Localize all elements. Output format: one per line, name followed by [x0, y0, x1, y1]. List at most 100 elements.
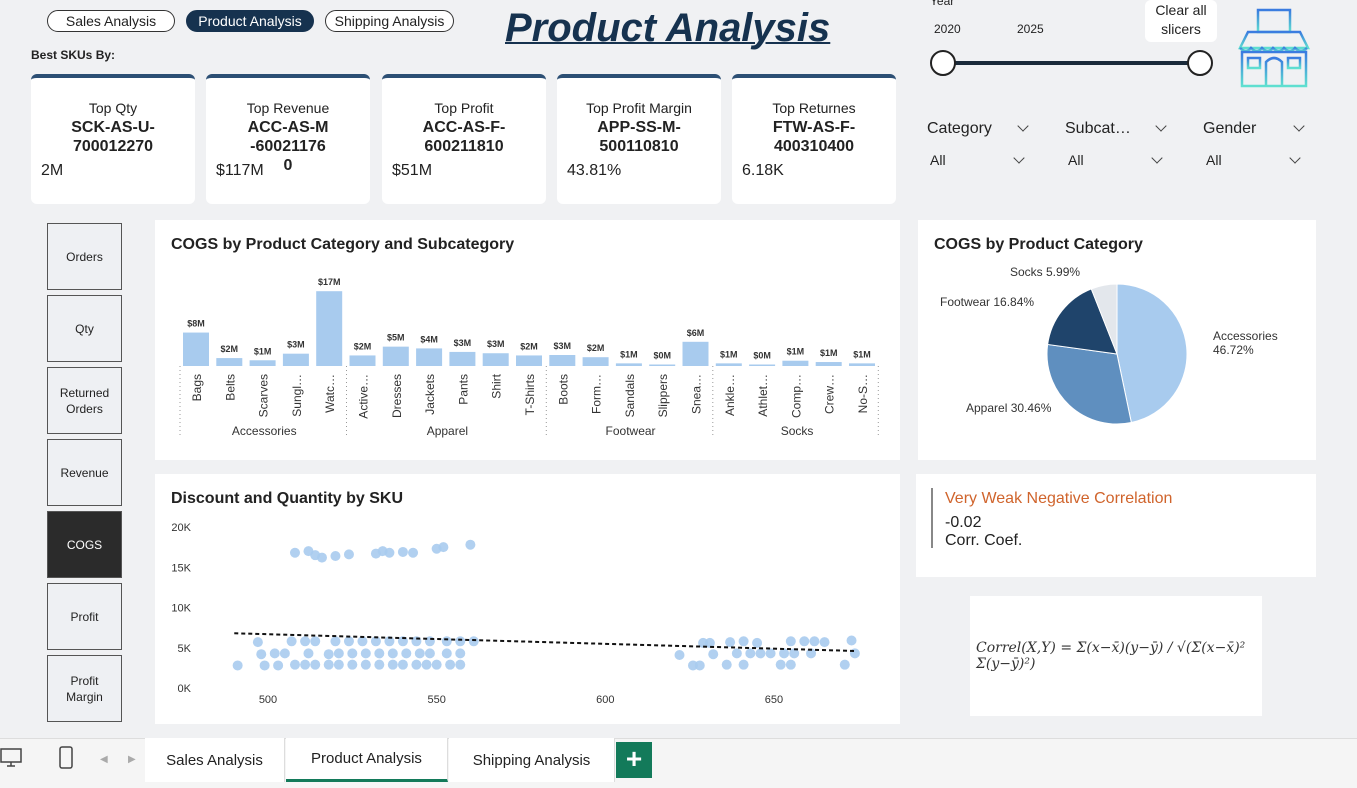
bar[interactable] [549, 355, 576, 366]
bar[interactable] [715, 363, 742, 366]
bar[interactable] [416, 348, 443, 366]
scatter-point[interactable] [785, 659, 796, 670]
scatter-point[interactable] [232, 660, 243, 671]
scatter-point[interactable] [310, 659, 321, 670]
scatter-point[interactable] [745, 648, 756, 659]
scatter-point[interactable] [738, 636, 749, 647]
metric-button-revenue[interactable]: Revenue [47, 439, 122, 506]
scatter-point[interactable] [289, 547, 300, 558]
tab-product-analysis[interactable]: Product Analysis [286, 738, 448, 782]
scatter-point[interactable] [725, 637, 736, 648]
mobile-view-icon[interactable] [58, 745, 74, 771]
scatter-point[interactable] [343, 636, 354, 647]
bar[interactable] [682, 341, 709, 366]
metric-button-returned-orders[interactable]: Returned Orders [47, 367, 122, 434]
scatter-point[interactable] [721, 659, 732, 670]
scatter-point[interactable] [765, 648, 776, 659]
chevron-down-icon[interactable] [1013, 152, 1025, 164]
scatter-point[interactable] [799, 636, 810, 647]
metric-button-orders[interactable]: Orders [47, 223, 122, 290]
scatter-point[interactable] [347, 648, 358, 659]
scatter-point[interactable] [397, 659, 408, 670]
scatter-point[interactable] [789, 648, 800, 659]
scatter-point[interactable] [438, 542, 449, 553]
metric-button-profit[interactable]: Profit [47, 583, 122, 650]
scatter-point[interactable] [279, 648, 290, 659]
bar[interactable] [382, 346, 409, 366]
nav-shipping-analysis[interactable]: Shipping Analysis [325, 10, 454, 32]
scatter-point[interactable] [286, 636, 297, 647]
scatter-point[interactable] [424, 648, 435, 659]
slicer-dropdown-value[interactable]: All [1206, 152, 1222, 168]
scatter-point[interactable] [360, 648, 371, 659]
pie-slice-socks[interactable] [1090, 283, 1118, 355]
slicer-dropdown-value[interactable]: All [930, 152, 946, 168]
scatter-point[interactable] [273, 660, 284, 671]
bar[interactable] [749, 364, 776, 367]
add-page-button[interactable]: + [616, 742, 652, 778]
scatter-point[interactable] [806, 648, 817, 659]
bar[interactable] [849, 363, 875, 366]
scatter-point[interactable] [384, 636, 395, 647]
chevron-down-icon[interactable] [1017, 120, 1029, 132]
scatter-point[interactable] [300, 636, 311, 647]
bar[interactable] [349, 355, 376, 366]
scatter-point[interactable] [408, 547, 419, 558]
bar[interactable] [449, 351, 476, 366]
scatter-point[interactable] [387, 659, 398, 670]
desktop-view-icon[interactable] [0, 747, 24, 769]
tab-scroll-right-icon[interactable]: ▶ [128, 754, 136, 765]
scatter-point[interactable] [310, 636, 321, 647]
pie-slice-accessories[interactable] [1116, 283, 1188, 424]
metric-button-profit-margin[interactable]: Profit Margin [47, 655, 122, 722]
slicer-dropdown-value[interactable]: All [1068, 152, 1084, 168]
chevron-down-icon[interactable] [1289, 152, 1301, 164]
tab-shipping-analysis[interactable]: Shipping Analysis [449, 738, 615, 782]
metric-button-cogs[interactable]: COGS [47, 511, 122, 578]
scatter-point[interactable] [708, 649, 719, 660]
scatter-point[interactable] [455, 648, 466, 659]
scatter-point[interactable] [252, 637, 263, 648]
scatter-point[interactable] [421, 659, 432, 670]
scatter-point[interactable] [411, 659, 422, 670]
scatter-point[interactable] [674, 649, 685, 660]
bar[interactable] [316, 291, 343, 366]
scatter-point[interactable] [819, 637, 830, 648]
scatter-point[interactable] [785, 636, 796, 647]
scatter-point[interactable] [455, 659, 466, 670]
scatter-point[interactable] [289, 659, 300, 670]
scatter-point[interactable] [468, 636, 479, 647]
scatter-point[interactable] [694, 660, 705, 671]
bar[interactable] [249, 360, 276, 366]
year-slider-track[interactable] [943, 61, 1201, 65]
bar[interactable] [582, 357, 609, 366]
bar[interactable] [649, 364, 676, 367]
pie-slice-footwear[interactable] [1047, 288, 1118, 355]
scatter-point[interactable] [357, 636, 368, 647]
scatter-point[interactable] [374, 659, 385, 670]
bar[interactable] [482, 353, 509, 366]
scatter-point[interactable] [431, 659, 442, 670]
chevron-down-icon[interactable] [1155, 120, 1167, 132]
year-slider-start-handle[interactable] [930, 50, 956, 76]
scatter-point[interactable] [256, 649, 267, 660]
scatter-point[interactable] [300, 659, 311, 670]
year-slider-end-handle[interactable] [1187, 50, 1213, 76]
scatter-point[interactable] [333, 648, 344, 659]
scatter-point[interactable] [259, 660, 270, 671]
scatter-point[interactable] [704, 637, 715, 648]
bar[interactable] [516, 355, 542, 366]
scatter-point[interactable] [330, 636, 341, 647]
bar[interactable] [782, 360, 809, 366]
pie-slice-apparel[interactable] [1046, 343, 1132, 425]
bar[interactable] [183, 332, 209, 366]
scatter-point[interactable] [752, 637, 763, 648]
scatter-point[interactable] [374, 648, 385, 659]
scatter-point[interactable] [323, 659, 334, 670]
scatter-point[interactable] [333, 659, 344, 670]
scatter-point[interactable] [397, 546, 408, 557]
scatter-point[interactable] [401, 648, 412, 659]
scatter-point[interactable] [414, 648, 425, 659]
scatter-point[interactable] [323, 649, 334, 660]
scatter-point[interactable] [384, 547, 395, 558]
